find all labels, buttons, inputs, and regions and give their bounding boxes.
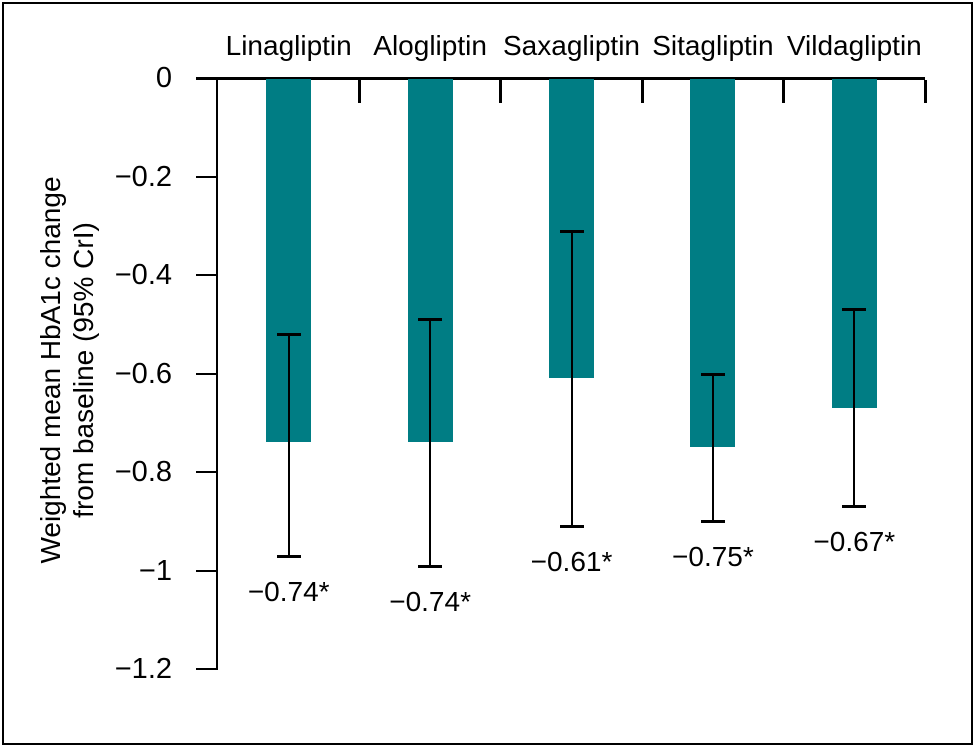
x-axis-line <box>196 77 925 80</box>
y-tick <box>196 175 218 178</box>
value-label-alogliptin: −0.74* <box>389 585 471 617</box>
error-bar-cap-lower-sitagliptin <box>700 520 725 524</box>
y-tick-label-6: −1.2 <box>114 653 172 685</box>
y-tick-label-4: −0.8 <box>114 456 172 488</box>
error-bar-line-vildagliptin <box>853 309 856 507</box>
x-tick <box>923 80 927 103</box>
error-bar-cap-upper-linagliptin <box>276 333 301 337</box>
error-bar-cap-upper-saxagliptin <box>559 229 584 233</box>
error-bar-line-linagliptin <box>287 334 290 556</box>
error-bar-cap-lower-linagliptin <box>276 554 301 558</box>
error-bar-line-saxagliptin <box>570 230 573 527</box>
category-label-sitagliptin: Sitagliptin <box>652 30 774 61</box>
y-tick-label-2: −0.4 <box>114 259 172 291</box>
category-label-linagliptin: Linagliptin <box>225 30 352 61</box>
y-tick <box>196 274 218 276</box>
y-tick-label-5: −1 <box>138 554 172 587</box>
y-tick-label-1: −0.2 <box>114 160 172 193</box>
y-tick <box>196 569 218 572</box>
error-bar-cap-lower-alogliptin <box>418 564 443 568</box>
value-label-vildagliptin: −0.67* <box>813 526 896 558</box>
value-label-sitagliptin: −0.75* <box>672 541 754 573</box>
x-tick <box>782 80 786 103</box>
value-label-linagliptin: −0.74* <box>247 575 330 607</box>
error-bar-cap-upper-sitagliptin <box>700 372 725 376</box>
error-bar-line-alogliptin <box>429 319 432 566</box>
error-bar-cap-upper-alogliptin <box>418 318 443 322</box>
error-bar-line-sitagliptin <box>711 373 714 522</box>
x-tick <box>640 80 644 103</box>
value-label-saxagliptin: −0.61* <box>530 546 613 578</box>
y-tick <box>196 668 218 670</box>
y-tick-label-3: −0.6 <box>114 357 172 390</box>
error-bar-cap-lower-vildagliptin <box>842 505 867 509</box>
x-tick <box>357 80 361 103</box>
x-tick <box>499 80 503 103</box>
category-label-alogliptin: Alogliptin <box>373 30 487 61</box>
error-bar-cap-lower-saxagliptin <box>559 525 584 529</box>
y-tick <box>196 471 218 473</box>
y-tick-label-0: 0 <box>155 62 172 94</box>
error-bar-cap-upper-vildagliptin <box>842 308 867 312</box>
y-tick <box>196 372 218 375</box>
category-label-saxagliptin: Saxagliptin <box>503 30 640 61</box>
category-label-vildagliptin: Vildagliptin <box>786 30 922 61</box>
